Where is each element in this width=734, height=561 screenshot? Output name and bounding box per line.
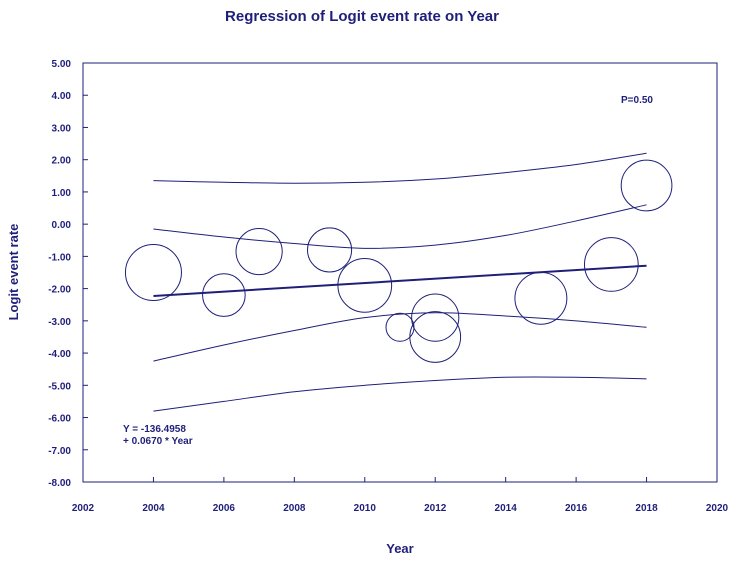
- plot-frame: [82, 62, 718, 483]
- y-axis-title: Logit event rate: [6, 224, 21, 321]
- y-tick-label: 4.00: [52, 91, 72, 102]
- equation-line-2: + 0.0670 * Year: [123, 436, 193, 447]
- x-tick-label: 2010: [354, 503, 377, 514]
- y-tick-label: -6.00: [48, 414, 71, 425]
- study-bubble: [583, 237, 639, 292]
- study-bubble: [411, 293, 460, 342]
- x-tick-label: 2002: [72, 503, 95, 514]
- x-tick-label: 2004: [142, 503, 165, 514]
- y-tick-label: 1.00: [52, 188, 72, 199]
- x-tick-label: 2016: [565, 503, 588, 514]
- x-tick-label: 2020: [706, 503, 729, 514]
- equation-line-1: Y = -136.4958: [123, 424, 186, 435]
- y-tick-label: -1.00: [48, 252, 71, 263]
- study-bubble: [124, 244, 182, 301]
- y-tick-label: -8.00: [48, 478, 71, 489]
- ci-upper-curve: [153, 204, 647, 249]
- y-tick-label: -4.00: [48, 349, 71, 360]
- study-bubble: [620, 159, 673, 212]
- chart-title: Regression of Logit event rate on Year: [225, 8, 499, 25]
- y-tick-label: 0.00: [52, 220, 72, 231]
- regression-line: [153, 264, 647, 297]
- pi-upper-curve: [153, 152, 647, 184]
- x-tick-label: 2008: [283, 503, 306, 514]
- ci-lower-curve: [153, 312, 647, 362]
- study-bubble: [307, 227, 353, 273]
- x-tick-label: 2012: [424, 503, 447, 514]
- x-tick-label: 2018: [635, 503, 658, 514]
- y-tick-label: -5.00: [48, 381, 71, 392]
- y-tick-label: -7.00: [48, 446, 71, 457]
- study-bubbles: [124, 159, 673, 363]
- y-axis: 5.00 4.00 3.00 2.00 1.00 0.00 -1.00 -2.00 -3.00 -…: [48, 59, 88, 489]
- x-axis-title: Year: [386, 541, 413, 556]
- study-bubble: [409, 311, 462, 363]
- pi-lower-curve: [153, 376, 647, 412]
- p-value-label: P=0.50: [621, 95, 653, 106]
- study-bubble: [235, 227, 283, 276]
- x-tick-label: 2014: [495, 503, 518, 514]
- study-bubble: [514, 271, 568, 325]
- y-tick-label: -3.00: [48, 317, 71, 328]
- study-bubble: [337, 258, 393, 313]
- regression-line-group: [153, 264, 647, 297]
- interval-curves: [153, 152, 647, 412]
- y-tick-label: 3.00: [52, 123, 72, 134]
- x-tick-label: 2006: [213, 503, 236, 514]
- study-bubble: [202, 273, 246, 317]
- y-tick-label: 2.00: [52, 156, 72, 167]
- y-tick-label: 5.00: [52, 59, 72, 70]
- x-axis: 2002 2004 2006 2008 2010 2012 2014 2016 2018 2020: [72, 477, 729, 514]
- y-tick-label: -2.00: [48, 285, 71, 296]
